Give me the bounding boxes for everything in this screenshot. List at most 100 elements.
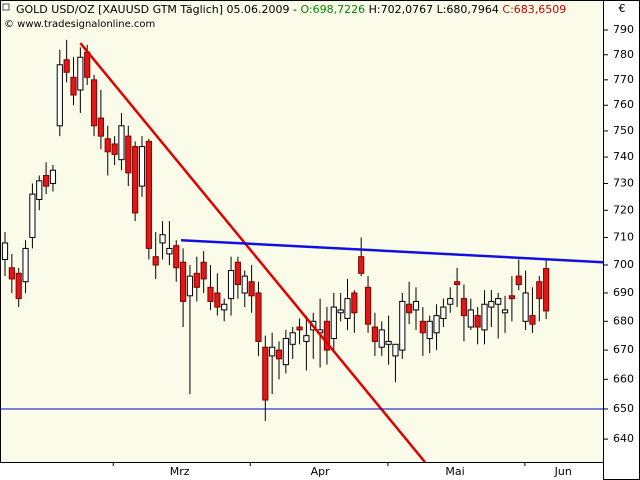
candle-body bbox=[227, 270, 235, 300]
candle-body bbox=[56, 64, 63, 127]
y-tick-label: 660 bbox=[613, 372, 634, 385]
candle-body bbox=[43, 175, 50, 187]
candle-body bbox=[90, 79, 98, 127]
candle-body bbox=[77, 56, 84, 91]
candle-body bbox=[29, 193, 36, 238]
candle-body bbox=[385, 340, 392, 345]
y-tick-label: 680 bbox=[613, 314, 634, 327]
candle-body bbox=[474, 315, 481, 328]
candle-body bbox=[269, 346, 276, 357]
candle-body bbox=[515, 275, 522, 286]
y-tick-label: 770 bbox=[613, 73, 634, 86]
title-high-low: H:702,0767 L:680,7964 bbox=[369, 3, 499, 16]
candle-body bbox=[419, 320, 426, 334]
candle-body bbox=[358, 256, 365, 274]
candle-body bbox=[296, 326, 303, 331]
candle-body bbox=[453, 281, 461, 286]
candle-body bbox=[104, 138, 111, 153]
y-tick-label: 690 bbox=[613, 286, 634, 299]
candle-body bbox=[337, 309, 344, 314]
x-tick-label: Mai bbox=[445, 465, 464, 478]
candle-body bbox=[529, 315, 536, 325]
y-tick-label: 790 bbox=[613, 23, 634, 36]
title-open: O:698,7226 bbox=[300, 3, 365, 16]
candle-body bbox=[255, 292, 262, 342]
candle-body bbox=[214, 292, 221, 308]
candle-body bbox=[495, 298, 502, 305]
candle-body bbox=[15, 272, 22, 300]
candle-body bbox=[241, 275, 248, 294]
y-tick-label: 720 bbox=[613, 203, 634, 216]
candle-body bbox=[248, 281, 255, 297]
candle-body bbox=[221, 303, 228, 311]
candle-body bbox=[508, 295, 515, 300]
candle-body bbox=[159, 234, 166, 244]
candle-body bbox=[97, 117, 104, 137]
plot bbox=[0, 39, 603, 462]
candle-body bbox=[200, 261, 207, 280]
y-tick-label: 700 bbox=[613, 258, 634, 271]
candle-body bbox=[179, 261, 187, 302]
candle-body bbox=[193, 272, 200, 288]
y-tick-label: 650 bbox=[613, 402, 634, 415]
candle-body bbox=[207, 286, 214, 302]
candle-body bbox=[371, 326, 378, 342]
candle-body bbox=[543, 268, 550, 312]
candle-body bbox=[289, 332, 296, 345]
candle-body bbox=[412, 300, 420, 311]
candle-body bbox=[303, 335, 310, 342]
candle-body bbox=[467, 309, 474, 328]
candle-body bbox=[70, 76, 77, 96]
x-tick-label: Apr bbox=[311, 465, 331, 478]
candle-body bbox=[426, 320, 433, 340]
x-tick-label: Mrz bbox=[170, 465, 190, 478]
candle-body bbox=[440, 306, 447, 319]
candle-body bbox=[522, 292, 529, 322]
candle-body bbox=[166, 247, 173, 255]
subtitle: © www.tradesignalonline.com bbox=[4, 19, 155, 30]
candle-body bbox=[138, 146, 146, 187]
trend-line bbox=[79, 42, 426, 462]
candle-body bbox=[152, 256, 159, 266]
candle-body bbox=[84, 51, 91, 78]
x-tick-label: Jun bbox=[554, 465, 572, 478]
candle-body bbox=[433, 315, 440, 334]
candle-body bbox=[145, 140, 152, 249]
candle-body bbox=[392, 343, 399, 357]
candle-body bbox=[536, 281, 543, 300]
title-main: GOLD USD/OZ [XAUUSD GTM Täglich] 05.06.2… bbox=[16, 3, 297, 16]
candle-body bbox=[275, 349, 283, 360]
axes: 640 650 660 670 680 690 700 710 720 730 740 750 760 7… bbox=[112, 23, 634, 478]
candle-body bbox=[111, 143, 118, 155]
title-close: C:683,6509 bbox=[502, 3, 566, 16]
candle-body bbox=[173, 245, 180, 269]
candle-body bbox=[132, 146, 139, 214]
y-tick-label: 780 bbox=[613, 48, 634, 61]
candle-body bbox=[36, 180, 43, 201]
candle-body bbox=[330, 306, 337, 340]
candle-body bbox=[125, 135, 132, 174]
candle-body bbox=[351, 292, 358, 314]
candle-body bbox=[488, 300, 495, 308]
y-tick-label: 740 bbox=[613, 150, 634, 163]
y-tick-label: 750 bbox=[613, 124, 634, 137]
candle-body bbox=[262, 346, 269, 401]
candle-body bbox=[234, 261, 241, 286]
candle-body bbox=[481, 303, 488, 331]
currency: € bbox=[619, 2, 626, 15]
y-tick-label: 670 bbox=[613, 343, 634, 356]
chart-title: GOLD USD/OZ [XAUUSD GTM Täglich] 05.06.2… bbox=[16, 3, 566, 16]
y-tick-label: 640 bbox=[613, 432, 634, 445]
candle-body bbox=[460, 298, 468, 317]
candle-body bbox=[501, 309, 509, 314]
y-tick-label: 710 bbox=[613, 230, 634, 243]
candle-body bbox=[63, 59, 70, 73]
candle-body bbox=[406, 303, 413, 314]
candle-body bbox=[118, 125, 125, 161]
candle-body bbox=[1, 242, 9, 260]
trend-line bbox=[180, 238, 603, 264]
candle-body bbox=[399, 300, 406, 351]
candle-body bbox=[49, 169, 57, 184]
icon bbox=[2, 3, 10, 11]
